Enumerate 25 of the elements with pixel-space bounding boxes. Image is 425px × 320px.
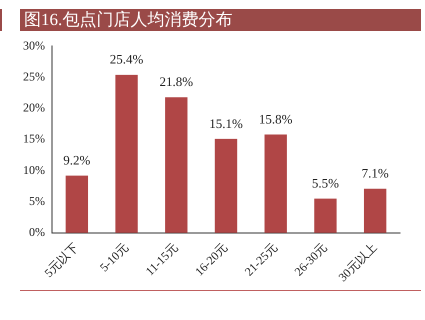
data-label: 15.1% <box>209 116 243 131</box>
bar <box>364 188 386 233</box>
data-label: 25.4% <box>110 52 144 67</box>
data-label: 21.8% <box>159 74 194 90</box>
data-label: 7.1% <box>362 166 389 181</box>
y-tick-label: 0% <box>28 225 45 240</box>
y-tick-label: 30% <box>22 38 45 52</box>
data-label: 9.2% <box>63 152 91 168</box>
y-tick-label: 10% <box>22 162 45 177</box>
bar <box>165 97 188 233</box>
chart-title: 图16.包点门店人均消费分布 <box>20 9 421 31</box>
bar <box>66 176 88 233</box>
bar <box>264 134 287 233</box>
x-tick-label: 5元以下 <box>42 240 82 280</box>
y-tick-label: 5% <box>28 194 45 208</box>
x-tick-label: 30元以上 <box>336 240 380 284</box>
bar <box>115 74 138 233</box>
x-tick-label: 5-10元 <box>96 240 131 274</box>
data-label: 5.5% <box>312 176 340 191</box>
y-tick-label: 15% <box>22 132 45 146</box>
bar <box>214 138 238 233</box>
bar <box>314 198 337 233</box>
data-label: 15.8% <box>258 111 293 126</box>
y-tick-label: 25% <box>22 69 45 84</box>
y-tick-label: 20% <box>22 100 45 115</box>
